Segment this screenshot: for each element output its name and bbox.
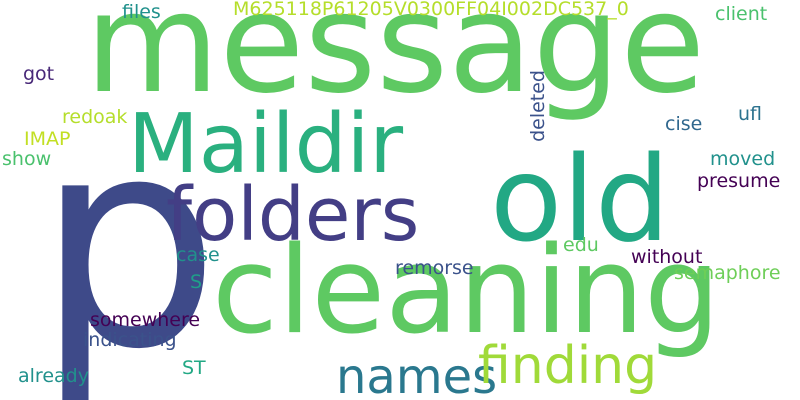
- word-redoak: redoak: [62, 108, 127, 127]
- word-case: case: [176, 246, 220, 265]
- word-ufl: ufl: [738, 105, 762, 124]
- word-got: got: [23, 65, 54, 84]
- word-deleted: deleted: [529, 70, 548, 142]
- word-names: names: [336, 353, 497, 400]
- word-edu: edu: [563, 236, 599, 255]
- word-cise: cise: [665, 115, 702, 134]
- word-client: client: [715, 5, 767, 24]
- word-finding: finding: [478, 340, 657, 392]
- word-somewhere: somewhere: [90, 311, 200, 330]
- word-files: files: [122, 3, 161, 22]
- word-already: already: [18, 367, 89, 386]
- word-semaphore: semaphore: [674, 264, 781, 283]
- word-s: S: [190, 273, 202, 292]
- word-show: show: [2, 150, 51, 169]
- word-presume: presume: [697, 172, 780, 191]
- word-remorse: remorse: [395, 259, 474, 278]
- word-st: ST: [182, 359, 206, 378]
- word-imap: IMAP: [24, 130, 70, 149]
- word-moved: moved: [710, 150, 775, 169]
- word-folders: folders: [166, 178, 419, 252]
- word-code-string: M625118P61205V0300FF04I002DC537_0: [233, 0, 629, 19]
- word-indicating: indicating: [83, 331, 177, 350]
